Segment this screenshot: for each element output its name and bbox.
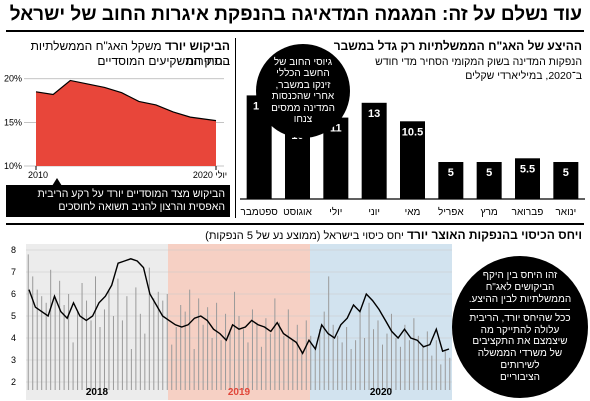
cover-bubble: זהו היחס בין היקף הביקושים לאג"ח הממשלתי… (452, 256, 588, 398)
cover-ratio-line (28, 258, 450, 355)
issuance-value-label: 5 (448, 167, 454, 179)
issuance-month-label: יולי (329, 206, 342, 218)
cover-rule (6, 223, 584, 225)
issuance-value-label: 11 (330, 123, 342, 135)
institutional-y-tick: 10% (4, 161, 22, 171)
institutional-callout-line: האפסית והרצון להניב תשואה לחוסכים (58, 201, 225, 213)
cover-title: ויחס הכיסוי בהנפקות האוצר יורד יחס כיסוי… (8, 228, 582, 244)
issuance-value-label: 5 (486, 167, 492, 179)
cover-callout1-line: הממשלתיות לבין ההיצע. (468, 294, 572, 305)
institutional-title-rest: משקל האג"ח הממשלתיות הסחירות (30, 39, 230, 68)
issuance-month-label: מאי (405, 207, 421, 218)
institutional-area-line (35, 79, 217, 122)
callout-pointer (52, 178, 62, 186)
issuance-month-label: ינואר (555, 207, 576, 218)
cover-callout2-line: הציבוריים (500, 371, 540, 383)
issuance-bar (361, 102, 387, 199)
cover-title-rest: יחס כיסוי בישראל (ממוצע נע של 5 הנפקות) (205, 230, 407, 242)
bubble-line: החשב הכללי (276, 68, 330, 79)
cover-y-tick: 8 (11, 245, 16, 255)
institutional-start-label: 2010 (28, 170, 48, 180)
cover-callout2-line: ככל שהיחס יורד, הריבית (469, 312, 571, 324)
institutional-title-line2: בתיק המשקיעים המוסדיים (97, 54, 230, 68)
cover-y-tick: 4 (11, 333, 16, 343)
issuance-bar-chart: 5 ינואר 5.5 פברואר 5 מרץ 5 אפריל 10.5 מאי 13 יוני 11… (240, 95, 585, 218)
institutional-area (36, 80, 216, 166)
issuance-bar (438, 162, 464, 199)
cover-y-tick: 2 (11, 377, 16, 387)
cover-year-label: 2018 (86, 387, 109, 398)
issuance-bar (400, 121, 425, 199)
bubble-line: צנחו (293, 114, 313, 125)
issuance-month-label: מרץ (481, 207, 498, 218)
cover-year-label: 2020 (370, 387, 393, 398)
cover-y-tick: 3 (11, 355, 16, 365)
cover-period-band (26, 244, 168, 400)
cover-year-label: 2019 (228, 387, 251, 398)
issuance-month-label: פברואר (512, 207, 544, 218)
issuance-month-label: ספטמבר (241, 207, 279, 218)
bubble-divider (470, 308, 570, 310)
cover-callout2-line: עלולה להתייקר מה (480, 324, 560, 336)
bubble-line: גיוסי החוב של (273, 56, 333, 68)
cover-title-bold: ויחס הכיסוי בהנפקות האוצר יורד (406, 228, 582, 242)
issuance-bar (323, 117, 349, 199)
issuance-month-label: אוגוסט (283, 207, 313, 218)
issuance-bar (515, 158, 540, 199)
issuance-value-label: 5.5 (520, 163, 535, 175)
institutional-callout-line: הביקוש מצד המוסדיים יורד על רקע הריבית (37, 188, 225, 200)
cover-period-band (310, 244, 452, 400)
cover-y-tick: 5 (11, 311, 16, 321)
issuance-bar (553, 162, 579, 199)
institutional-end-label: יולי 2020 (193, 170, 227, 180)
cover-callout2-line: לשירותים (500, 359, 540, 371)
section-divider (235, 38, 236, 218)
institutional-y-tick: 15% (4, 117, 22, 127)
issuance-value-label: 10.5 (402, 126, 423, 138)
cover-callout1-line: הביקושים לאג"ח (485, 282, 555, 294)
title-rule (6, 30, 584, 32)
bubble-line: זינקו במשבר, (275, 79, 331, 91)
cover-y-tick: 7 (11, 267, 16, 277)
issuance-subtitle-line2: ב־2020, במיליארדי שקלים (465, 70, 582, 82)
issuance-month-label: יוני (368, 207, 380, 218)
cover-callout2-line: של משרדי הממשלה (477, 348, 563, 360)
issuance-title: ההיצע של האג"ח הממשלתיות רק גדל במשבר (333, 39, 582, 53)
institutional-title: הביקוש יורד משקל האג"ח הממשלתיות הסחירות (6, 39, 230, 69)
issuance-value-label: 5 (563, 167, 569, 179)
institutional-callout: הביקוש מצד המוסדיים יורד על רקע הריבית ה… (6, 185, 230, 217)
issuance-subtitle-line1: הנפקות המדינה בשוק המקומי הסחיר מדי חודש (375, 56, 582, 68)
institutional-area-chart: 10% 15% 20% 2010 יולי 2020 (4, 74, 227, 180)
issuance-month-label: אפריל (438, 206, 464, 218)
cover-ratio-chart: 2 3 4 5 6 7 8 2018 2019 2020 (11, 244, 452, 400)
cover-callout1-line: זהו היחס בין היקף (482, 270, 558, 282)
cover-callout2-line: שיצמצם את התקציבים (472, 336, 568, 348)
institutional-title-bold: הביקוש יורד (164, 39, 230, 53)
bubble-line: אחרי שהכנסות (271, 91, 335, 102)
issuance-bar (476, 162, 502, 199)
bubble-line: המדינה ממסים (271, 102, 335, 114)
cover-y-tick: 6 (11, 289, 16, 299)
institutional-y-tick: 20% (4, 74, 22, 84)
issuance-value-label: 13 (368, 108, 380, 120)
page-title: עוד נשלם על זה: המגמה המדאיגה בהנפקת איג… (9, 4, 582, 25)
issuance-bubble: גיוסי החוב של החשב הכללי זינקו במשבר, אח… (256, 44, 350, 138)
